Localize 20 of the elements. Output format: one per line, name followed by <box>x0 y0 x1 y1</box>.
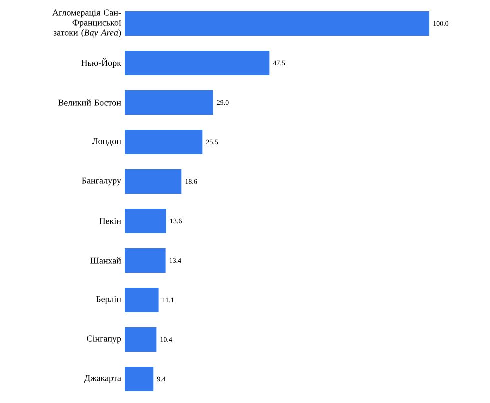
y-tick-label: Сінгапур <box>87 336 122 344</box>
bar <box>125 130 203 154</box>
y-tick-label: Шанхай <box>90 258 122 264</box>
bar <box>125 90 214 115</box>
y-tick-label: Великий Бостон <box>58 100 122 106</box>
bar <box>125 11 430 36</box>
y-tick-label: Пекін <box>100 218 122 224</box>
y-tick-label: Нью-Йорк <box>82 58 122 68</box>
y-tick-label: Бангалуру <box>82 178 122 186</box>
bar <box>125 209 166 234</box>
y-tick-label: Агломерація Сан-Франциської затоки (Bay Area) <box>52 10 122 38</box>
bar <box>125 51 270 76</box>
bar <box>125 248 166 273</box>
bar <box>125 366 154 392</box>
bar <box>125 288 159 312</box>
bar <box>125 327 157 352</box>
y-tick-label: Джакарта <box>84 375 122 384</box>
y-tick-label: Лондон <box>92 138 122 146</box>
y-tick-label: Берлін <box>96 296 122 304</box>
bar <box>125 169 182 194</box>
